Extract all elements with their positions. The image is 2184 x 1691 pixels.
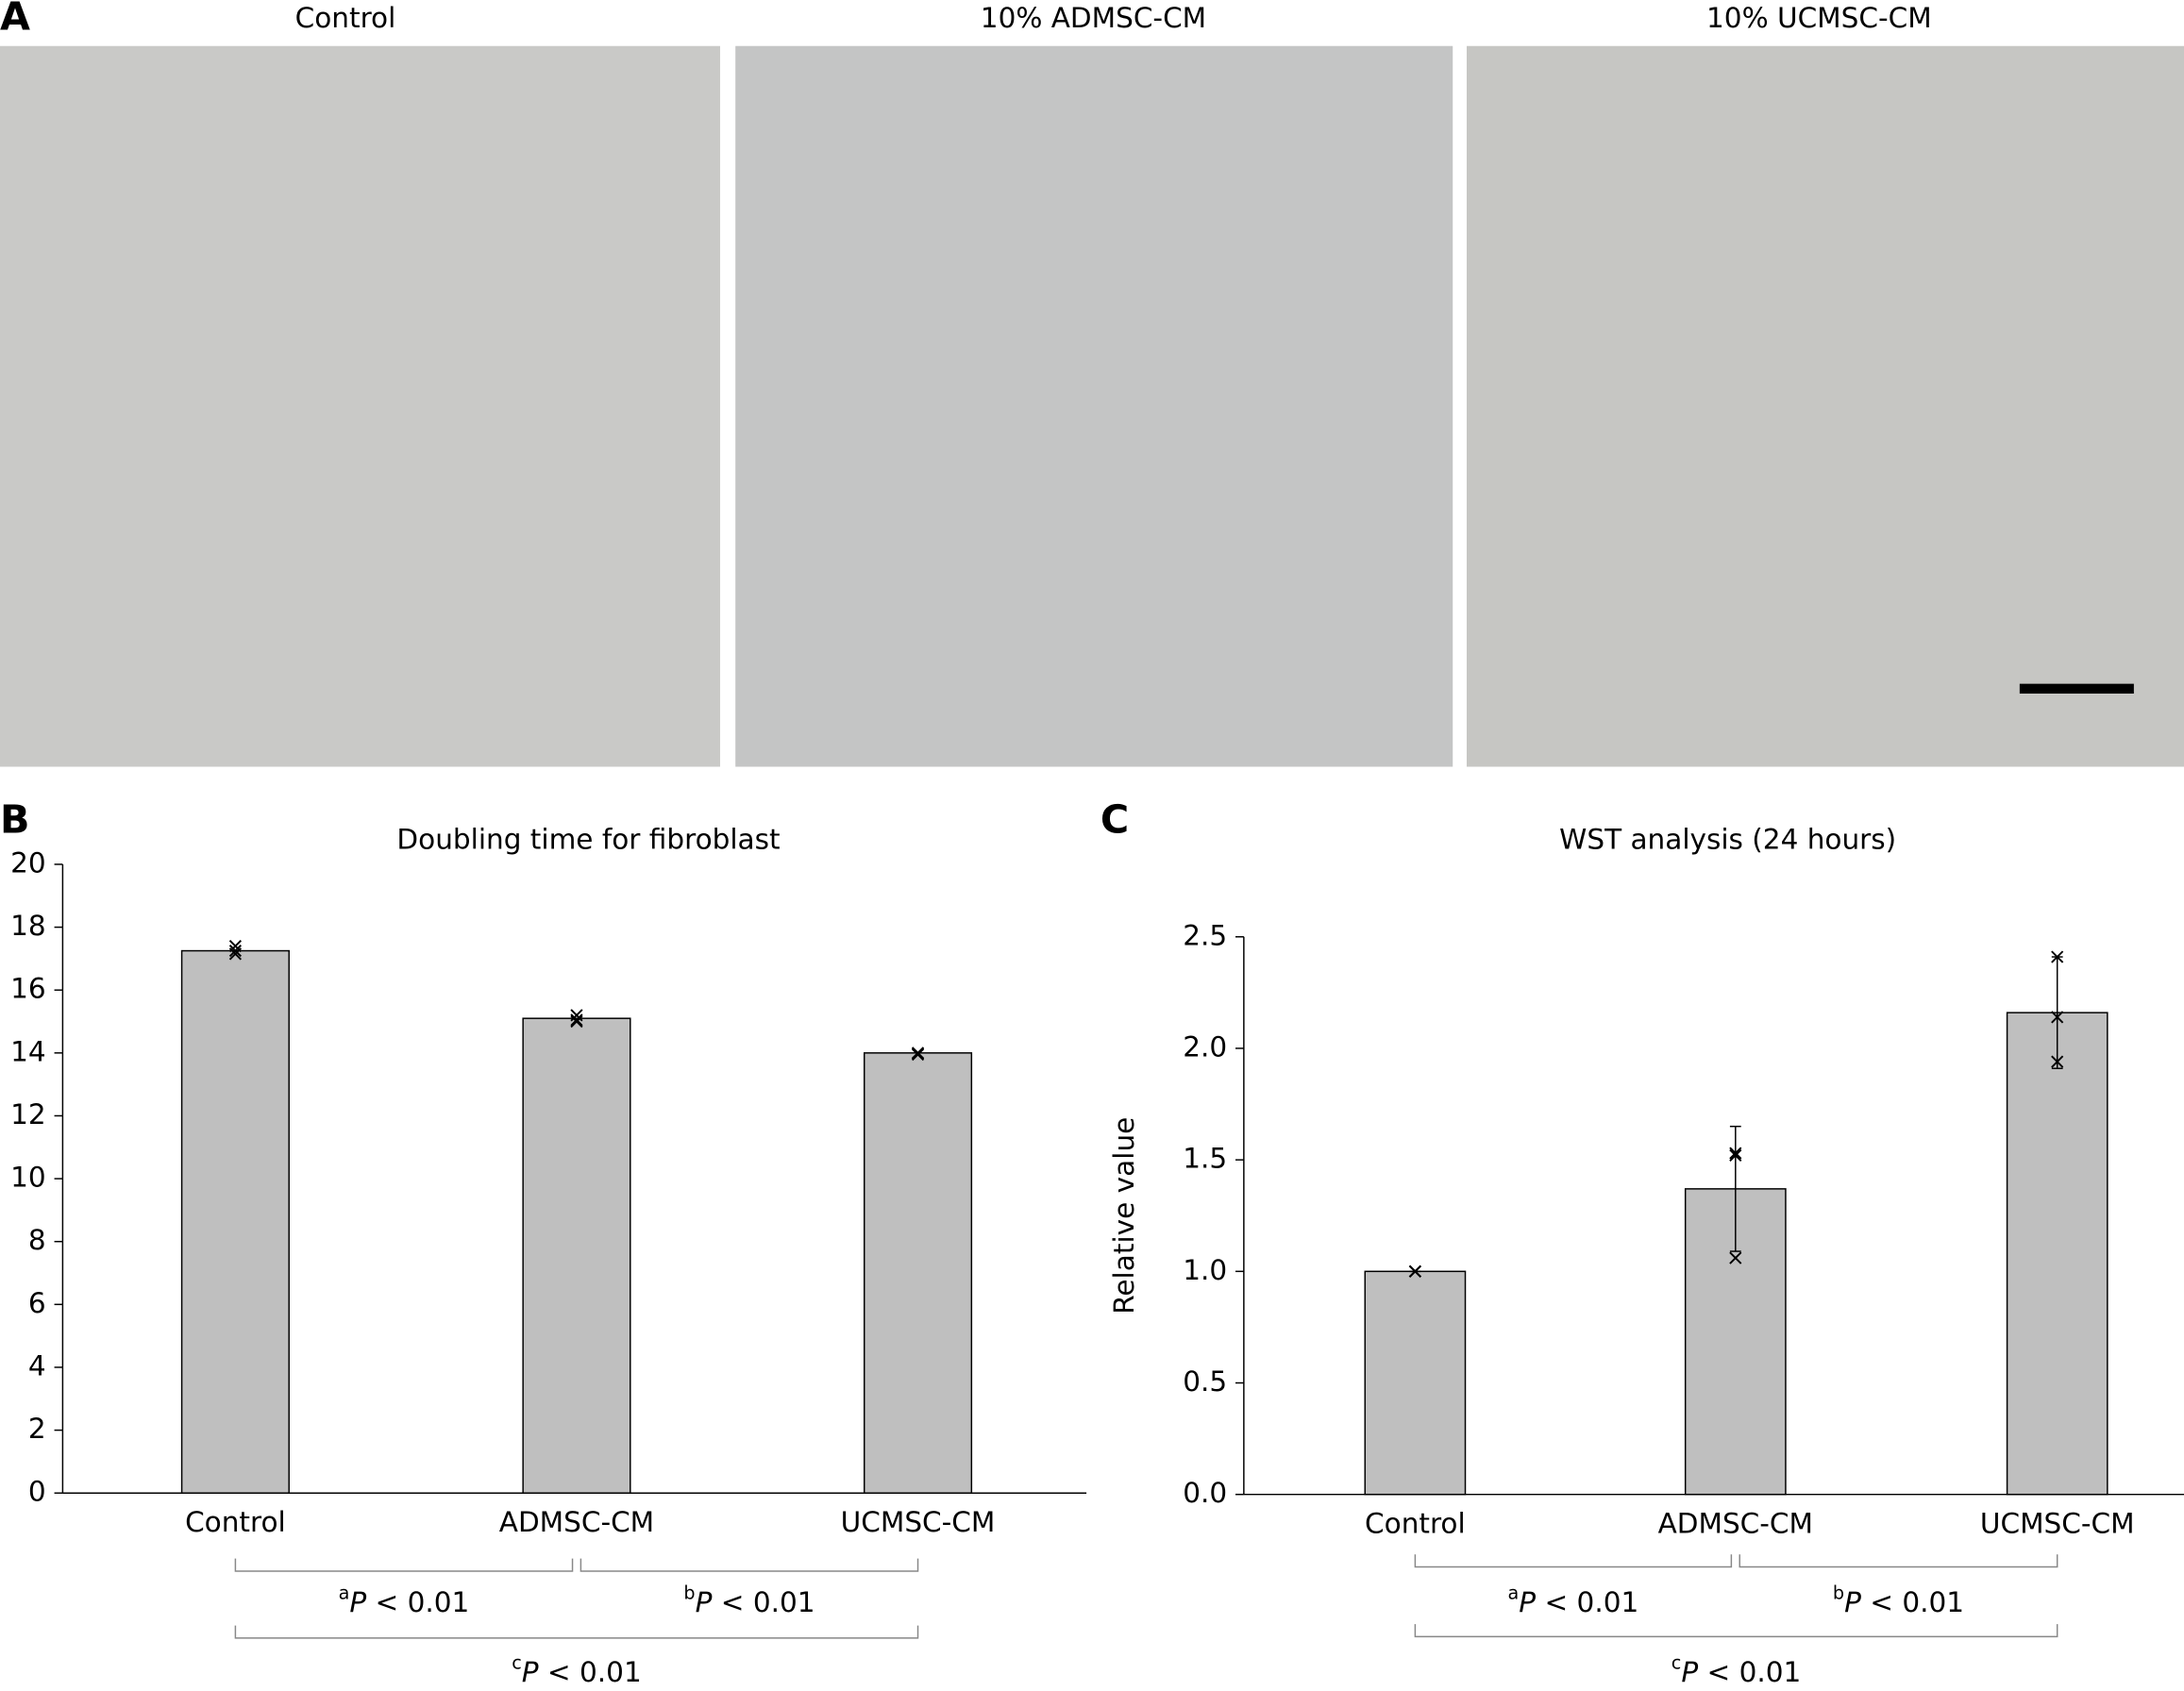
y-tick-label: 4 xyxy=(28,1349,46,1381)
significance-label: cP < 0.01 xyxy=(1672,1651,1802,1687)
panel-label: C xyxy=(1100,797,1129,843)
bar xyxy=(522,1017,631,1494)
threshold: < 0.01 xyxy=(539,1655,642,1687)
data-point xyxy=(2051,1011,2064,1024)
bar xyxy=(863,1052,973,1494)
data-point xyxy=(2051,1055,2064,1068)
data-point xyxy=(228,944,242,958)
y-tick-label: 10 xyxy=(10,1162,46,1194)
y-tick-label: 16 xyxy=(10,973,46,1005)
variable: P xyxy=(1844,1585,1861,1617)
threshold: < 0.01 xyxy=(1698,1655,1801,1687)
variable: P xyxy=(522,1655,539,1687)
data-point xyxy=(1729,1251,1742,1264)
y-tick-label: 20 xyxy=(10,846,46,879)
significance-bracket xyxy=(1414,1554,1733,1568)
micrograph xyxy=(735,45,1453,767)
significance-label: aP < 0.01 xyxy=(1508,1582,1639,1617)
data-point xyxy=(1729,1147,1742,1160)
x-tick-label: UCMSC-CM xyxy=(841,1506,996,1538)
significance-bracket xyxy=(234,1625,919,1639)
y-tick-label: 12 xyxy=(10,1098,46,1130)
panel-label: B xyxy=(0,797,29,843)
variable: P xyxy=(696,1585,713,1617)
bar xyxy=(180,949,290,1494)
y-tick-label: 0.5 xyxy=(1183,1365,1227,1398)
y-tick-label: 0.0 xyxy=(1183,1477,1227,1509)
threshold: < 0.01 xyxy=(1861,1585,1964,1617)
y-tick-label: 6 xyxy=(28,1287,46,1319)
x-tick-label: ADMSC-CM xyxy=(499,1506,654,1538)
y-tick-label: 1.5 xyxy=(1183,1143,1227,1175)
significance-bracket xyxy=(580,1558,919,1572)
superscript: c xyxy=(1672,1651,1682,1673)
significance-label: bP < 0.01 xyxy=(1833,1582,1964,1617)
data-point xyxy=(1729,1148,1742,1162)
chart-title: WST analysis (24 hours) xyxy=(1559,823,1896,855)
y-axis-label: Relative value xyxy=(1108,1117,1140,1314)
micrograph xyxy=(0,45,720,767)
superscript: a xyxy=(339,1582,350,1603)
superscript: a xyxy=(1508,1582,1520,1603)
threshold: < 0.01 xyxy=(366,1585,469,1617)
y-tick-label: 1.0 xyxy=(1183,1254,1227,1286)
x-tick-label: Control xyxy=(185,1506,286,1538)
image-label: Control xyxy=(295,2,396,34)
y-tick-label: 18 xyxy=(10,910,46,942)
y-tick-label: 0 xyxy=(28,1476,46,1508)
y-tick-label: 14 xyxy=(10,1035,46,1067)
significance-label: aP < 0.01 xyxy=(339,1582,470,1617)
bar xyxy=(1364,1270,1467,1496)
y-tick-label: 2 xyxy=(28,1413,46,1445)
data-point xyxy=(1408,1264,1421,1278)
chart-title: Doubling time for fibroblast xyxy=(396,823,780,855)
variable: P xyxy=(349,1585,366,1617)
superscript: b xyxy=(683,1582,695,1603)
significance-label: bP < 0.01 xyxy=(683,1582,815,1617)
significance-bracket xyxy=(1739,1554,2058,1568)
variable: P xyxy=(1681,1655,1698,1687)
variable: P xyxy=(1519,1585,1536,1617)
y-tick-label: 8 xyxy=(28,1224,46,1256)
bar xyxy=(2006,1012,2108,1496)
image-label: 10% UCMSC-CM xyxy=(1706,2,1932,34)
error-bar xyxy=(1729,1125,1741,1252)
data-point xyxy=(911,1046,925,1061)
significance-bracket xyxy=(1414,1624,2058,1638)
significance-bracket xyxy=(234,1558,574,1572)
y-tick-label: 2.5 xyxy=(1183,919,1227,951)
x-tick-label: Control xyxy=(1365,1508,1466,1540)
data-point xyxy=(570,1013,583,1027)
x-tick-label: UCMSC-CM xyxy=(1980,1508,2135,1540)
data-point xyxy=(228,947,242,961)
micrograph xyxy=(1466,45,2184,767)
y-tick-label: 2.0 xyxy=(1183,1030,1227,1063)
superscript: c xyxy=(512,1651,522,1673)
significance-label: cP < 0.01 xyxy=(512,1651,642,1687)
superscript: b xyxy=(1833,1582,1844,1603)
threshold: < 0.01 xyxy=(712,1585,815,1617)
data-point xyxy=(570,1014,583,1029)
data-point xyxy=(2051,950,2064,963)
x-tick-label: ADMSC-CM xyxy=(1658,1508,1813,1540)
threshold: < 0.01 xyxy=(1536,1585,1638,1617)
panel-label: A xyxy=(0,0,30,40)
image-label: 10% ADMSC-CM xyxy=(981,2,1206,34)
